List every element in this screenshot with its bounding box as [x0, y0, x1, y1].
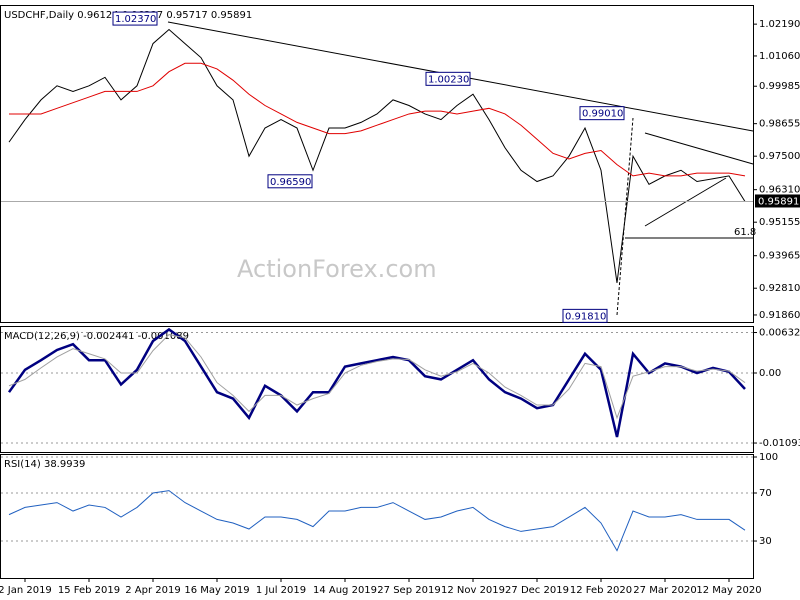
fib-label: 61.8 — [734, 227, 756, 238]
x-tick-label: 12 May 2020 — [696, 585, 761, 596]
y-tick-label: 0.97500 — [759, 151, 800, 162]
price-label: 1.02370 — [115, 14, 156, 25]
series-line — [8, 334, 746, 420]
x-tick-label: 16 May 2019 — [184, 585, 249, 596]
panel-title: MACD(12,26,9) -0.002441 -0.001089 — [4, 331, 189, 342]
series-line — [8, 28, 746, 283]
panel-frame — [0, 326, 754, 453]
y-tick-label: 1.02190 — [759, 19, 800, 30]
trendline — [644, 132, 754, 165]
last-price-box — [755, 194, 800, 208]
price-label: 0.99010 — [582, 109, 623, 120]
series-line — [8, 490, 746, 552]
y-tick-label: 0.93965 — [759, 251, 800, 262]
x-tick-label: 14 Aug 2019 — [313, 585, 377, 596]
price-label: 0.91810 — [565, 311, 606, 322]
price-label-box — [562, 308, 608, 323]
y-tick-label: 0.99985 — [759, 81, 800, 92]
price-label-box — [579, 106, 625, 121]
x-tick-label: 27 Dec 2019 — [505, 585, 569, 596]
series-line — [9, 62, 746, 177]
x-tick-label: 12 Nov 2019 — [441, 585, 505, 596]
y-tick-label: 30 — [759, 536, 772, 547]
price-label-box — [425, 71, 471, 86]
y-tick-label: 1.01060 — [759, 51, 800, 62]
x-tick-label: 2 Apr 2019 — [125, 585, 180, 596]
x-tick-label: 2 Jan 2019 — [0, 585, 52, 596]
price-label-box — [267, 174, 313, 189]
series-line — [7, 327, 746, 438]
y-tick-label: -0.010939 — [759, 438, 800, 449]
panel-frame — [0, 5, 754, 323]
watermark: ActionForex.com — [237, 255, 437, 283]
x-tick-label: 15 Feb 2019 — [58, 585, 120, 596]
y-tick-label: 0.95155 — [759, 217, 800, 228]
y-tick-label: 100 — [759, 452, 778, 463]
x-tick-label: 27 Sep 2019 — [377, 585, 440, 596]
y-tick-label: 70 — [759, 488, 772, 499]
y-tick-label: 0.00 — [759, 368, 781, 379]
x-tick-label: 12 Feb 2020 — [570, 585, 632, 596]
panel-frame — [0, 454, 754, 579]
panel-title: RSI(14) 38.9939 — [4, 459, 85, 470]
y-tick-label: 0.98655 — [759, 119, 800, 130]
price-label: 1.00230 — [428, 74, 469, 85]
x-tick-label: 1 Jul 2019 — [256, 585, 306, 596]
trendline — [644, 177, 727, 227]
y-tick-label: 0.91860 — [759, 310, 800, 321]
y-tick-label: 0.92810 — [759, 283, 800, 294]
trendline — [616, 117, 634, 316]
last-price-label: 0.95891 — [758, 196, 799, 207]
y-tick-label: 0.96310 — [759, 185, 800, 196]
x-tick-label: 27 Mar 2020 — [633, 585, 696, 596]
y-tick-label: 0.006321 — [759, 328, 800, 339]
price-label-box — [112, 11, 158, 26]
price-label: 0.96590 — [270, 177, 311, 188]
